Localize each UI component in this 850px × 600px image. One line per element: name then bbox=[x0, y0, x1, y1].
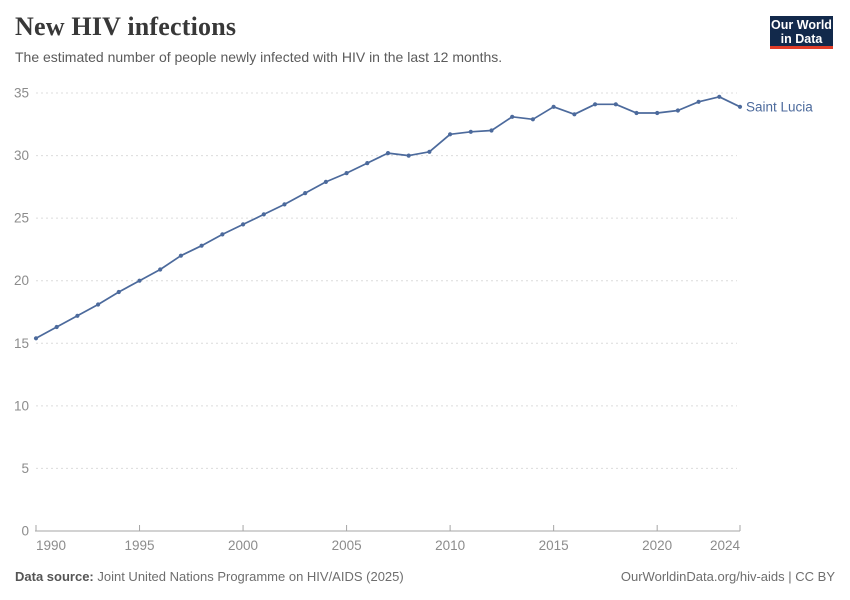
x-tick-label: 2010 bbox=[435, 538, 465, 553]
data-point bbox=[199, 243, 204, 248]
chart-header: New HIV infections The estimated number … bbox=[15, 10, 730, 66]
data-point bbox=[75, 313, 80, 318]
data-point bbox=[510, 114, 515, 119]
data-point bbox=[696, 99, 701, 104]
data-point bbox=[303, 191, 308, 196]
data-point bbox=[261, 212, 266, 217]
data-source-text: Joint United Nations Programme on HIV/AI… bbox=[93, 569, 404, 584]
data-point bbox=[489, 128, 494, 133]
chart-footer: Data source: Joint United Nations Progra… bbox=[15, 569, 835, 584]
data-point bbox=[385, 151, 391, 156]
y-tick-label: 0 bbox=[21, 524, 29, 539]
data-point bbox=[33, 336, 39, 341]
owid-logo[interactable]: Our World in Data bbox=[770, 16, 833, 49]
owid-logo-line1: Our World bbox=[771, 18, 832, 32]
page-subtitle: The estimated number of people newly inf… bbox=[15, 49, 503, 65]
y-tick-label: 20 bbox=[14, 273, 29, 288]
data-point bbox=[116, 289, 121, 295]
data-point bbox=[572, 112, 577, 117]
y-tick-label: 15 bbox=[14, 336, 29, 351]
data-point bbox=[551, 104, 556, 109]
data-point bbox=[406, 153, 411, 158]
data-point bbox=[96, 302, 101, 307]
series-line bbox=[35, 95, 741, 340]
owid-logo-line2: in Data bbox=[780, 32, 823, 46]
x-tick-label: 1990 bbox=[36, 538, 66, 553]
data-point bbox=[241, 222, 246, 227]
data-point bbox=[634, 110, 639, 116]
y-tick-label: 10 bbox=[14, 398, 29, 413]
x-tick-label: 2000 bbox=[228, 538, 258, 553]
data-point bbox=[178, 253, 183, 258]
data-point bbox=[365, 161, 370, 166]
page-title: New HIV infections bbox=[15, 12, 237, 41]
y-tick-label: 35 bbox=[14, 86, 29, 101]
data-point bbox=[717, 94, 722, 99]
data-point bbox=[737, 104, 743, 109]
data-source: Data source: Joint United Nations Progra… bbox=[15, 569, 404, 584]
license-credit[interactable]: OurWorldinData.org/hiv-aids | CC BY bbox=[620, 569, 835, 584]
x-tick-label: 2020 bbox=[642, 538, 672, 553]
data-point bbox=[530, 117, 536, 122]
y-tick-label: 25 bbox=[14, 211, 29, 226]
y-tick-label: 30 bbox=[14, 148, 29, 163]
data-point bbox=[427, 149, 432, 154]
data-point bbox=[323, 179, 328, 184]
series-label: Saint Lucia bbox=[746, 99, 813, 114]
y-tick-label: 5 bbox=[21, 461, 29, 476]
x-tick-label: 2015 bbox=[539, 538, 569, 553]
data-point bbox=[220, 232, 225, 237]
data-point bbox=[593, 102, 598, 107]
x-tick-label: 2024 bbox=[710, 538, 741, 553]
data-point bbox=[282, 202, 287, 207]
data-point bbox=[613, 102, 618, 107]
data-point bbox=[137, 278, 142, 283]
data-point bbox=[655, 110, 660, 116]
data-point bbox=[448, 132, 453, 137]
data-point bbox=[158, 267, 163, 272]
data-point bbox=[344, 171, 349, 176]
data-source-label: Data source: bbox=[15, 569, 94, 584]
x-tick-label: 2005 bbox=[332, 538, 362, 553]
data-point bbox=[675, 108, 681, 113]
x-tick-label: 1995 bbox=[125, 538, 155, 553]
data-point bbox=[468, 129, 473, 134]
data-point bbox=[54, 324, 59, 330]
